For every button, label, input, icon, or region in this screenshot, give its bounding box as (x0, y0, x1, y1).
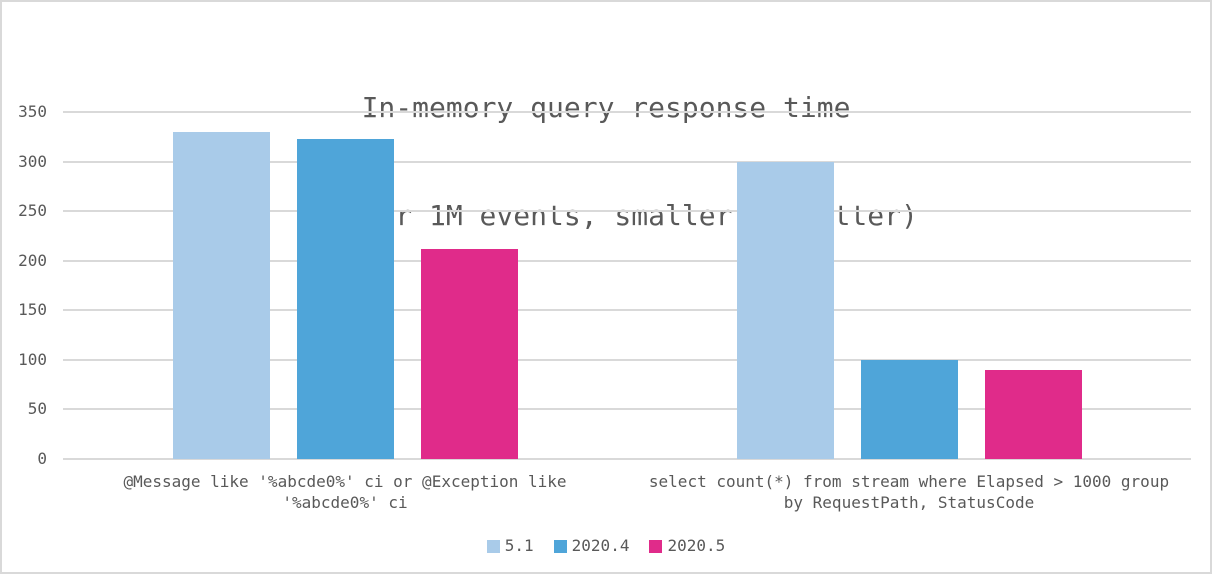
legend-label: 2020.4 (571, 536, 630, 555)
x-axis-label-category-2: select count(*) from stream where Elapse… (648, 472, 1170, 512)
legend-item-2020.4: 2020.4 (553, 536, 630, 555)
gridline-y-250 (63, 210, 1191, 213)
y-axis-tick-label-300: 300 (18, 151, 47, 171)
legend-label: 2020.5 (667, 536, 726, 555)
bar-2020.4-category-2 (860, 359, 958, 459)
chart-title: In-memory query response time (361, 91, 851, 124)
x-axis-label-category-1: @Message like '%abcde0%' ci or @Exceptio… (123, 472, 567, 512)
bar-2020.5-category-1 (420, 248, 518, 459)
gridline-y-300 (63, 160, 1191, 163)
y-axis-tick-label-200: 200 (18, 250, 47, 270)
gridline-y-350 (63, 111, 1191, 113)
bar-2020.4-category-1 (296, 138, 394, 459)
gridline-y-50 (63, 408, 1191, 411)
bar-5.1-category-1 (172, 131, 270, 459)
gridline-y-200 (63, 259, 1191, 262)
bar-5.1-category-2 (736, 161, 834, 459)
legend-item-5.1: 5.1 (486, 536, 534, 555)
gridline-y-100 (63, 358, 1191, 361)
y-axis-tick-label-100: 100 (18, 349, 47, 369)
legend-item-2020.5: 2020.5 (649, 538, 725, 554)
legend-label: 5.1 (504, 536, 534, 555)
bar-group-category-2 (627, 112, 1191, 459)
chart-legend: 5.1 2020.4 2020.5 (2, 538, 1210, 554)
bar-2020.5-category-2 (984, 369, 1082, 459)
bar-group-category-1 (63, 112, 627, 459)
y-axis-tick-label-50: 50 (27, 399, 47, 419)
legend-swatch-icon (649, 539, 663, 553)
legend-swatch-icon (486, 539, 500, 553)
y-axis-tick-label-350: 350 (18, 102, 47, 121)
gridline-y-0 (63, 458, 1191, 460)
y-axis-tick-label-0: 0 (37, 449, 47, 468)
y-axis-tick-label-250: 250 (18, 201, 47, 221)
y-axis-tick-label-150: 150 (18, 300, 47, 320)
gridline-y-150 (63, 309, 1191, 312)
plot-area (63, 111, 1191, 460)
legend-swatch-icon (553, 539, 567, 553)
